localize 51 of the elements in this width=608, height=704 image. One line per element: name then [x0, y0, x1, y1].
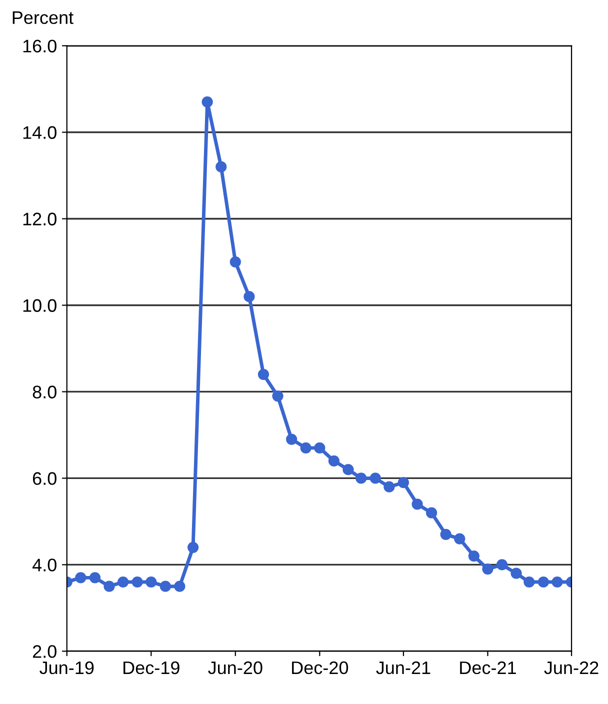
point [272, 390, 284, 402]
y-tick-label: 14.0 [23, 126, 56, 139]
y-tick-label: 8.0 [32, 386, 56, 398]
point [244, 291, 255, 302]
y-tick-label: 4.0 [32, 558, 56, 572]
point [412, 498, 423, 510]
point [146, 576, 157, 588]
x-tick-label: Dec-21 [460, 661, 516, 674]
point [230, 256, 241, 268]
y-tick-label: 16.0 [23, 40, 56, 52]
point [342, 464, 354, 476]
point [454, 533, 466, 544]
point [496, 559, 508, 570]
x-tick-label: Jun-20 [208, 661, 262, 674]
point [370, 472, 381, 484]
point [314, 442, 326, 454]
x-tick-label: Dec-20 [292, 661, 348, 674]
point [426, 507, 438, 518]
y-tick-label: 10.0 [23, 299, 56, 312]
point [187, 542, 199, 553]
y-tick-label: 12.0 [23, 212, 56, 226]
point [202, 96, 213, 108]
x-tick-label: Jun-21 [376, 661, 430, 674]
x-tick-label: Dec-19 [124, 661, 180, 674]
point [538, 576, 549, 588]
point [75, 572, 86, 584]
point [398, 476, 410, 488]
y-tick-label: 6.0 [32, 472, 56, 485]
point [89, 572, 101, 584]
point [482, 563, 494, 575]
point [286, 434, 298, 445]
point [524, 576, 535, 588]
point [132, 576, 143, 588]
point [328, 455, 340, 466]
x-tick-label: Jun-19 [40, 661, 94, 674]
point [468, 550, 480, 562]
x-tick-label: Jun-22 [544, 661, 598, 674]
point [384, 481, 395, 492]
point [104, 580, 115, 592]
point [356, 472, 367, 484]
point [440, 528, 452, 540]
point [174, 580, 186, 592]
point [258, 368, 270, 380]
point [216, 161, 227, 172]
point [510, 568, 522, 579]
y-axis-title: Percent [12, 11, 74, 24]
point [160, 580, 171, 592]
point [117, 576, 129, 588]
y-tick-label: 2.0 [32, 645, 56, 658]
point [552, 576, 563, 588]
point [300, 442, 312, 454]
